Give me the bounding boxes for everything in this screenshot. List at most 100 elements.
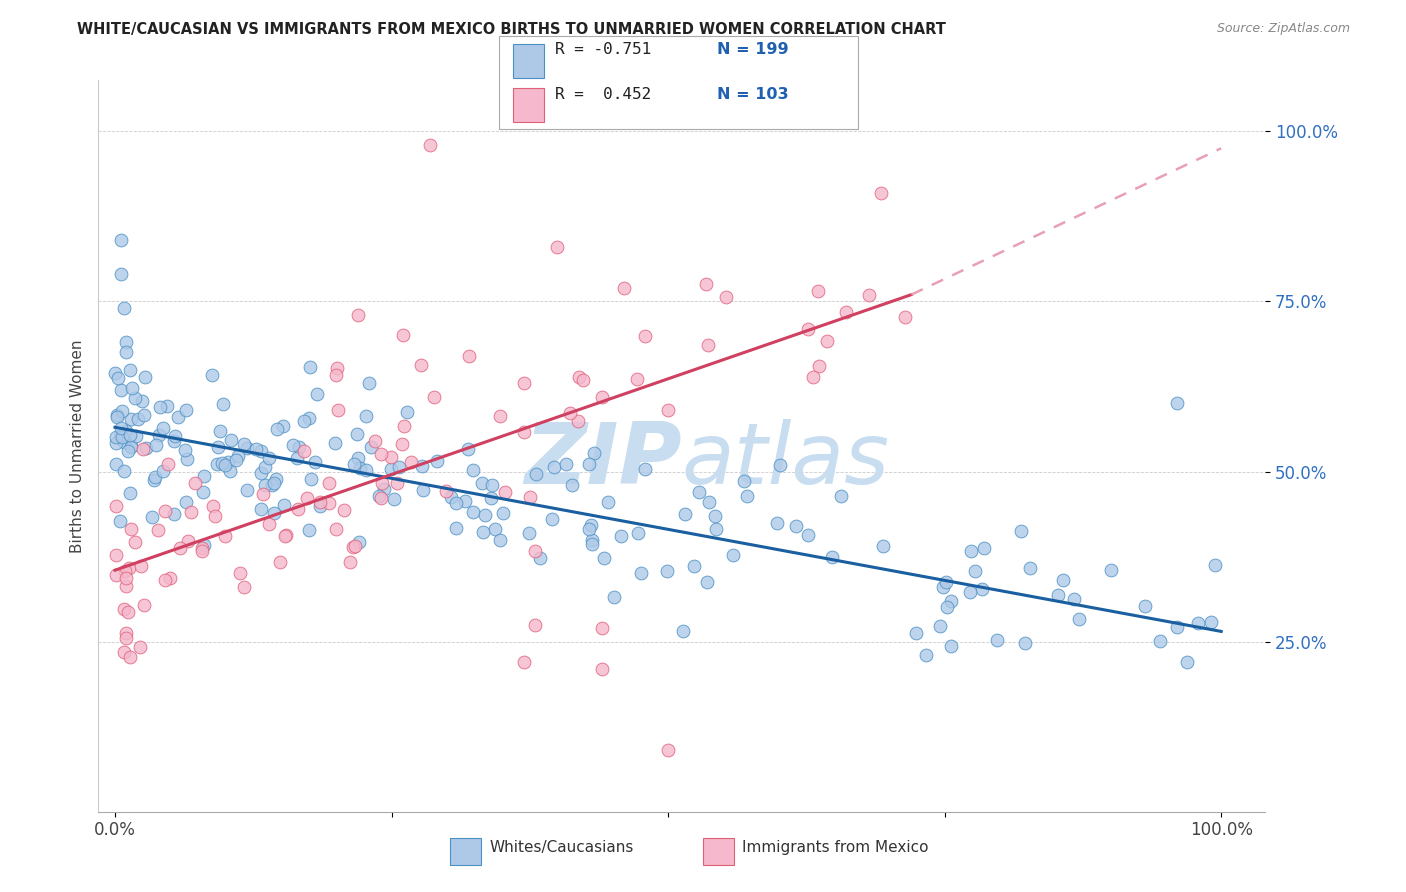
Point: [112, 435, 135, 450]
Point: [298, 411, 321, 425]
Point: [513, 655, 536, 669]
Point: [571, 373, 593, 387]
Point: [591, 621, 613, 635]
Point: [373, 482, 395, 496]
Point: [208, 424, 231, 438]
Point: [176, 451, 198, 466]
Point: [257, 450, 280, 465]
Point: [582, 446, 605, 460]
Point: [513, 425, 536, 439]
Point: [343, 539, 366, 553]
Point: [325, 368, 347, 383]
Point: [440, 490, 463, 504]
Point: [986, 633, 1008, 648]
Point: [699, 495, 721, 509]
Point: [205, 458, 228, 472]
Point: [657, 403, 679, 417]
Point: [941, 639, 963, 653]
Point: [347, 535, 370, 549]
Point: [657, 743, 679, 757]
Point: [281, 438, 304, 452]
Point: [524, 617, 547, 632]
Point: [207, 440, 229, 454]
Point: [193, 537, 215, 551]
Point: [769, 458, 792, 472]
Point: [474, 508, 496, 523]
Point: [269, 555, 291, 569]
Point: [114, 579, 136, 593]
Point: [264, 471, 287, 485]
Point: [524, 467, 547, 481]
Point: [561, 478, 583, 492]
Point: [173, 442, 195, 457]
Point: [253, 460, 276, 475]
Point: [1099, 563, 1122, 577]
Point: [721, 548, 744, 562]
Point: [200, 368, 222, 382]
Point: [716, 290, 738, 304]
Point: [657, 565, 679, 579]
Point: [273, 498, 295, 512]
Point: [260, 478, 283, 492]
Point: [1166, 620, 1188, 634]
Point: [148, 427, 170, 442]
Point: [193, 468, 215, 483]
Point: [471, 475, 494, 490]
Point: [156, 457, 179, 471]
Point: [204, 509, 226, 524]
Point: [706, 522, 728, 536]
Point: [107, 370, 129, 384]
Point: [134, 598, 156, 612]
Point: [143, 470, 166, 484]
Point: [134, 408, 156, 422]
Point: [146, 523, 169, 537]
Point: [858, 288, 880, 302]
Point: [318, 476, 340, 491]
Point: [960, 543, 983, 558]
Point: [870, 186, 893, 200]
Point: [695, 575, 717, 590]
Point: [581, 518, 603, 533]
Point: [245, 442, 267, 457]
Point: [115, 626, 138, 640]
Point: [115, 344, 138, 359]
Point: [117, 560, 139, 574]
Point: [671, 624, 693, 639]
Point: [484, 522, 506, 536]
Point: [115, 425, 138, 439]
Point: [233, 437, 256, 451]
Point: [326, 361, 349, 376]
Point: [120, 440, 142, 454]
Point: [342, 541, 364, 555]
Point: [370, 491, 392, 505]
Point: [399, 455, 422, 469]
Point: [1175, 655, 1198, 669]
Point: [546, 240, 568, 254]
Text: N = 103: N = 103: [717, 87, 789, 103]
Point: [354, 409, 377, 424]
Point: [454, 494, 477, 508]
Point: [118, 428, 141, 442]
Point: [214, 528, 236, 542]
Point: [697, 338, 720, 352]
Point: [423, 391, 446, 405]
Text: R = -0.751: R = -0.751: [555, 42, 651, 57]
Text: Immigrants from Mexico: Immigrants from Mexico: [742, 840, 929, 855]
Point: [229, 566, 252, 580]
Point: [1166, 396, 1188, 410]
Point: [347, 451, 370, 466]
Point: [107, 408, 129, 422]
Point: [371, 476, 394, 491]
Point: [1052, 573, 1074, 587]
Point: [359, 376, 381, 390]
Point: [382, 492, 405, 507]
Point: [1187, 615, 1209, 630]
Point: [797, 528, 820, 542]
Point: [110, 430, 132, 444]
Point: [257, 517, 280, 532]
Point: [190, 543, 212, 558]
Point: [134, 369, 156, 384]
Point: [156, 399, 179, 413]
Point: [394, 418, 416, 433]
Point: [191, 541, 214, 555]
